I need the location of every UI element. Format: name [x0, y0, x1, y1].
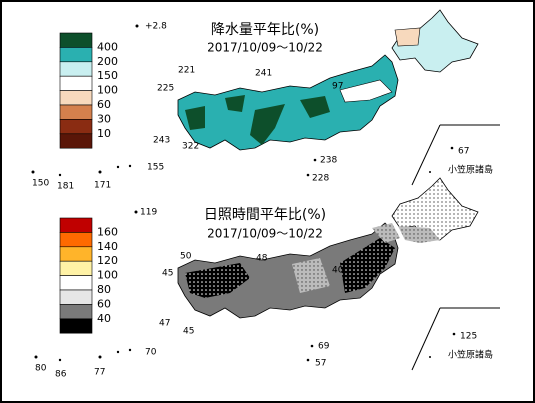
inset-label: 小笠原諸島 [448, 349, 493, 361]
title: 降水量平年比(%) [211, 22, 319, 38]
station-value: 150 [32, 179, 49, 189]
legend-label: 30 [97, 112, 111, 125]
legend-swatch [59, 119, 93, 135]
legend-swatch [59, 318, 93, 334]
legend-label: 10 [97, 127, 111, 140]
station-value: 70 [145, 348, 157, 358]
station-value: 322 [182, 142, 199, 152]
station-value: 238 [320, 156, 337, 166]
legend-swatch [59, 289, 93, 305]
station-value: 50 [180, 252, 192, 262]
station-value: 47 [159, 319, 170, 329]
station-value: 86 [55, 370, 67, 380]
legend-label: 400 [97, 40, 118, 53]
station-value: 228 [312, 174, 329, 184]
legend-swatch [59, 217, 93, 233]
legend-label: 80 [97, 283, 111, 296]
legend-label: 120 [97, 254, 118, 267]
legend-label: 160 [97, 225, 118, 238]
station-value: 125 [460, 332, 477, 342]
islands [31, 24, 456, 362]
inset-line [411, 307, 441, 371]
station-value: 40 [332, 266, 344, 276]
legend-swatch [59, 275, 93, 291]
legend-swatch [59, 104, 93, 120]
station-value: 243 [153, 136, 170, 146]
station-value: 171 [94, 181, 111, 191]
legend-label: 200 [97, 55, 118, 68]
legend-swatch [59, 232, 93, 248]
station-value: 77 [94, 368, 105, 378]
legend-swatch [59, 260, 93, 276]
inset-line [411, 124, 441, 186]
station-value: 241 [255, 69, 272, 79]
legend-swatch [59, 133, 93, 149]
station-value: 80 [35, 364, 47, 374]
station-value: +2.8 [145, 22, 167, 32]
legend-swatch [59, 61, 93, 77]
station-value: 97 [332, 82, 343, 92]
station-value: 45 [162, 269, 173, 279]
station-value: 57 [315, 359, 326, 369]
legend-swatch [59, 246, 93, 262]
legend-swatch [59, 90, 93, 106]
period: 2017/10/09～10/22 [207, 41, 323, 55]
legend-label: 60 [97, 98, 111, 111]
station-value: 155 [147, 163, 164, 173]
station-value: 45 [183, 327, 194, 337]
sunshine-map [177, 177, 479, 319]
station-value: 221 [178, 66, 195, 76]
period: 2017/10/09～10/22 [207, 227, 323, 241]
station-value: 48 [256, 254, 268, 264]
station-value: 225 [157, 84, 174, 94]
legend-label: 100 [97, 269, 118, 282]
legend-label: 140 [97, 240, 118, 253]
legend-swatch [59, 32, 93, 48]
station-value: 119 [140, 208, 157, 218]
legend-label: 150 [97, 69, 118, 82]
inset-label: 小笠原諸島 [448, 164, 493, 176]
legend-label: 100 [97, 84, 118, 97]
station-value: 69 [318, 342, 330, 352]
title: 日照時間平年比(%) [204, 207, 326, 223]
legend-label: 60 [97, 297, 111, 310]
legend-swatch [59, 304, 93, 320]
station-value: 67 [458, 147, 469, 157]
legend-label: 40 [97, 312, 111, 325]
precip-map [177, 9, 479, 151]
station-value: 181 [57, 182, 74, 192]
legend-swatch [59, 75, 93, 91]
legend-swatch [59, 47, 93, 63]
